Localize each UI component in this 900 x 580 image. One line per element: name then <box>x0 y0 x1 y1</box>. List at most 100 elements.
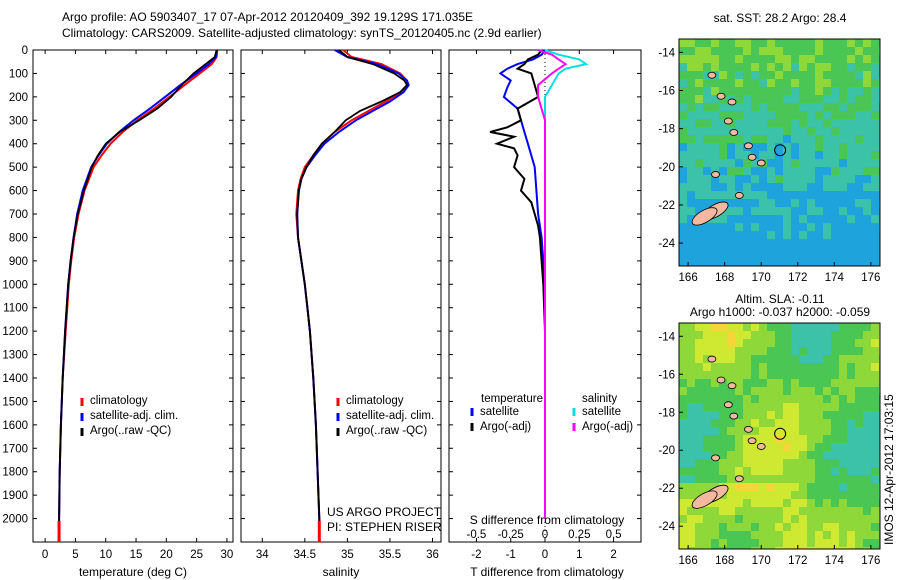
map-cell <box>839 55 848 64</box>
map-cell <box>791 127 800 136</box>
map-cell <box>783 239 792 248</box>
map-cell <box>703 55 712 64</box>
map-cell <box>751 191 760 200</box>
map-cell <box>871 467 880 476</box>
map-cell <box>823 223 832 232</box>
map-cell <box>775 167 784 176</box>
map-cell <box>855 175 864 184</box>
map-cell <box>823 135 832 144</box>
map-cell <box>823 491 832 500</box>
map-cell <box>679 207 688 216</box>
map-cell <box>871 119 880 128</box>
map-cell <box>831 467 840 476</box>
map-cell <box>743 55 752 64</box>
map-cell <box>719 387 728 396</box>
map-cell <box>679 363 688 372</box>
map-cell <box>847 135 856 144</box>
map-cell <box>839 331 848 340</box>
map-cell <box>871 403 880 412</box>
map-x-tick-label: 166 <box>679 555 698 567</box>
map-cell <box>743 355 752 364</box>
map-cell <box>711 531 720 540</box>
map-cell <box>847 143 856 152</box>
map-cell <box>743 523 752 532</box>
map-cell <box>823 151 832 160</box>
map-cell <box>839 403 848 412</box>
map-cell <box>679 63 688 72</box>
map-cell <box>735 451 744 460</box>
map-cell <box>727 323 736 332</box>
map-cell <box>759 167 768 176</box>
map-cell <box>727 103 736 112</box>
map-cell <box>695 119 704 128</box>
map-cell <box>743 231 752 240</box>
map-cell <box>823 127 832 136</box>
map-cell <box>871 175 880 184</box>
map-y-tick-label: -16 <box>658 369 675 381</box>
map-cell <box>687 223 696 232</box>
map-cell <box>711 215 720 224</box>
map-cell <box>751 427 760 436</box>
map-cell <box>759 199 768 208</box>
map-cell <box>719 223 728 232</box>
map-cell <box>831 475 840 484</box>
map-cell <box>759 39 768 48</box>
map-cell <box>839 247 848 256</box>
map-cell <box>719 71 728 80</box>
map-cell <box>823 499 832 508</box>
map-cell <box>831 63 840 72</box>
map-cell <box>703 183 712 192</box>
map-cell <box>783 443 792 452</box>
map-cell <box>695 331 704 340</box>
map-cell <box>839 475 848 484</box>
map-cell <box>687 539 696 548</box>
x-tick-label: 15 <box>130 549 143 561</box>
map-cell <box>759 419 768 428</box>
map-cell <box>807 255 816 264</box>
map-cell <box>839 443 848 452</box>
map-cell <box>719 523 728 532</box>
map-cell <box>695 87 704 96</box>
map-cell <box>863 111 872 120</box>
map-cell <box>863 215 872 224</box>
map-cell <box>711 175 720 184</box>
map-cell <box>687 87 696 96</box>
map-cell <box>783 183 792 192</box>
map-y-tick-label: -24 <box>658 521 675 533</box>
map-cell <box>703 427 712 436</box>
map-cell <box>687 167 696 176</box>
map-cell <box>799 215 808 224</box>
map-cell <box>695 127 704 136</box>
map-cell <box>679 127 688 136</box>
map-cell <box>751 63 760 72</box>
map-cell <box>719 411 728 420</box>
map-cell <box>759 47 768 56</box>
map-cell <box>847 231 856 240</box>
map-cell <box>815 207 824 216</box>
map-cell <box>687 475 696 484</box>
map-cell <box>871 387 880 396</box>
map-cell <box>735 547 744 549</box>
map-cell <box>735 411 744 420</box>
map-cell <box>863 103 872 112</box>
map-cell <box>687 355 696 364</box>
s-tick-label: -0.5 <box>467 529 487 541</box>
map-cell <box>743 443 752 452</box>
map-cell <box>767 103 776 112</box>
map-cell <box>695 355 704 364</box>
map-cell <box>799 459 808 468</box>
map-cell <box>711 523 720 532</box>
map-cell <box>735 331 744 340</box>
map-cell <box>839 499 848 508</box>
map-cell <box>855 215 864 224</box>
map-cell <box>703 255 712 264</box>
map-cell <box>695 47 704 56</box>
map-cell <box>783 435 792 444</box>
map-cell <box>783 339 792 348</box>
map-cell <box>847 103 856 112</box>
map-cell <box>703 247 712 256</box>
map-cell <box>775 103 784 112</box>
map-cell <box>783 119 792 128</box>
map-cell <box>719 507 728 516</box>
island-shape <box>747 437 757 445</box>
